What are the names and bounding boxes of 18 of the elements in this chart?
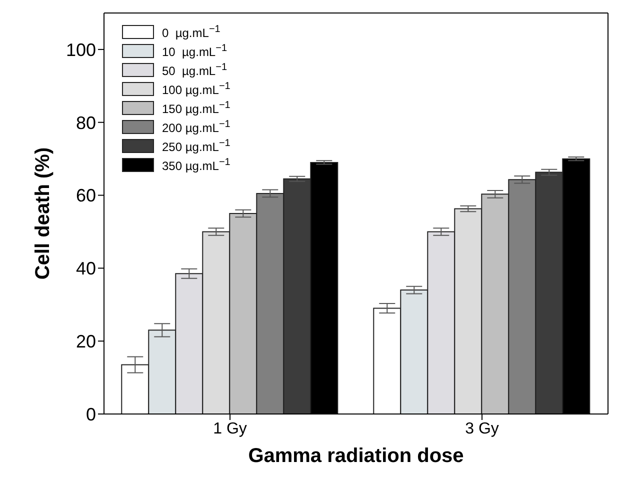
legend-label: 250 µg.mL$^{−1}$ <box>162 138 230 154</box>
legend-label: 0 µg.mL$^{−1}$ <box>162 24 220 40</box>
legend-label: 150 µg.mL$^{−1}$ <box>162 100 230 116</box>
y-tick-label: 40 <box>76 258 96 279</box>
legend-label: 100 µg.mL$^{−1}$ <box>162 80 230 96</box>
y-tick-label: 0 <box>86 404 96 424</box>
legend-label: 10 µg.mL$^{−1}$ <box>162 42 228 58</box>
y-axis-title: Cell death (%) <box>32 147 54 280</box>
y-tick-label: 80 <box>76 112 96 133</box>
y-tick-label: 100 <box>66 40 96 60</box>
x-tick-label: 1 Gy <box>213 420 247 438</box>
legend-label: 350 µg.mL$^{−1}$ <box>162 156 230 172</box>
x-tick-label: 3 Gy <box>465 420 499 438</box>
y-tick-label: 20 <box>76 331 96 352</box>
legend-label: 50 µg.mL$^{−1}$ <box>162 62 228 78</box>
y-tick-label: 60 <box>76 186 96 206</box>
x-axis-title: Gamma radiation dose <box>248 445 464 467</box>
legend-label: 200 µg.mL$^{−1}$ <box>162 118 230 134</box>
